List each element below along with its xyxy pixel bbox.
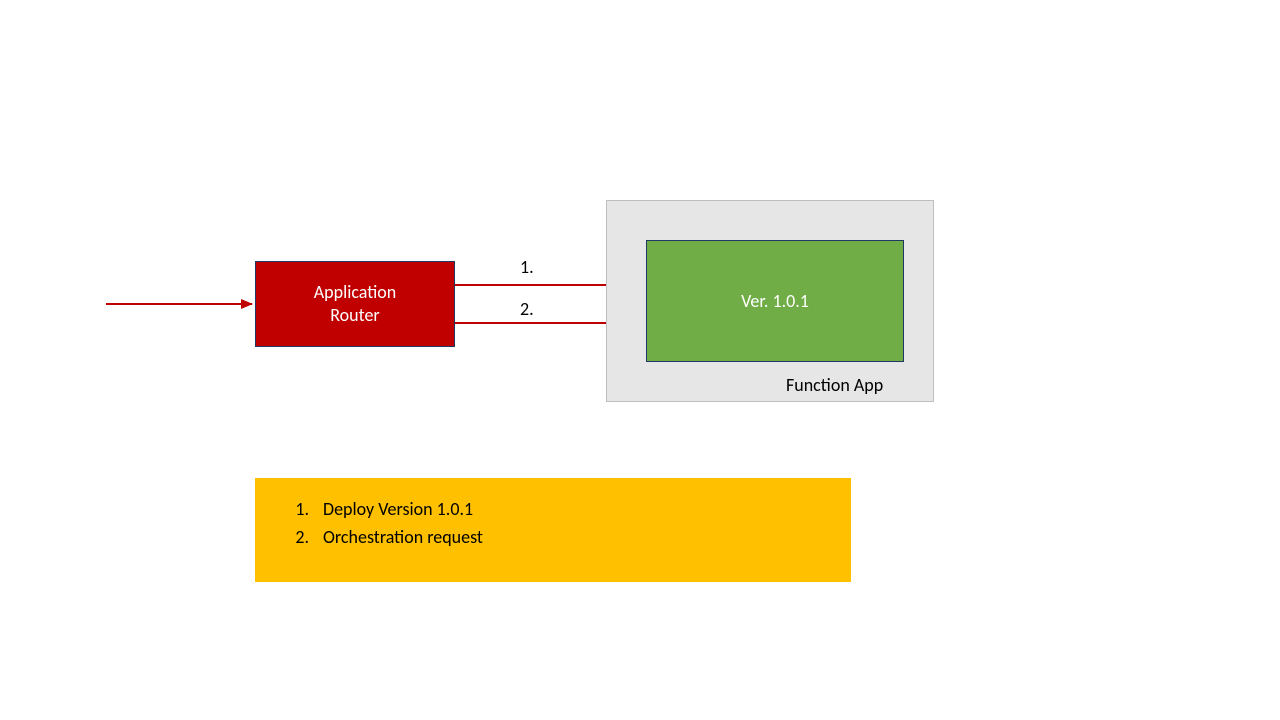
version-box: Ver. 1.0.1: [646, 240, 904, 362]
router-label-line1: Application: [314, 281, 397, 304]
router-label-line2: Router: [314, 304, 397, 327]
application-router-box: Application Router: [255, 261, 455, 347]
legend-box: 1.Deploy Version 1.0.12.Orchestration re…: [255, 478, 851, 582]
legend-item: 2.Orchestration request: [283, 524, 823, 552]
diagram-canvas: Function App Ver. 1.0.1 Application Rout…: [0, 0, 1280, 720]
arrow-label-2: 2.: [520, 298, 534, 320]
arrow-label-1: 1.: [520, 256, 534, 278]
version-label: Ver. 1.0.1: [741, 290, 809, 312]
legend-list: 1.Deploy Version 1.0.12.Orchestration re…: [283, 496, 823, 552]
legend-item: 1.Deploy Version 1.0.1: [283, 496, 823, 524]
function-app-label: Function App: [786, 374, 883, 396]
